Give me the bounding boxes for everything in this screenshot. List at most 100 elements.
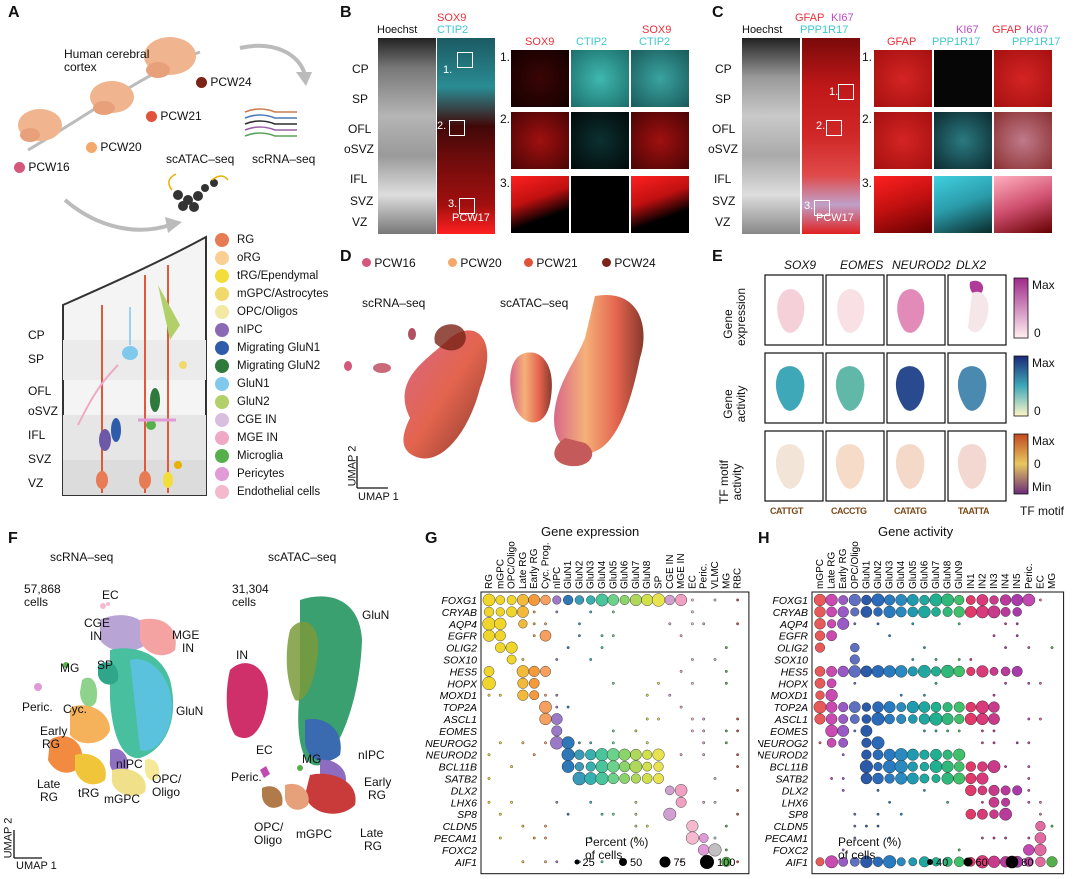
- h-gene-label: TOP2A: [774, 702, 808, 714]
- h-dot: [1011, 594, 1024, 606]
- h-dot: [987, 605, 1001, 619]
- h-col-label: IN4: [1001, 573, 1012, 589]
- g-dot: [532, 836, 536, 840]
- h-dot: [825, 689, 838, 702]
- atac-label-early: Early: [364, 775, 392, 789]
- h-dot: [814, 618, 826, 630]
- h-dot: [899, 693, 903, 697]
- rna-label-early-rg: RG: [42, 737, 60, 751]
- h-dot: [884, 594, 896, 606]
- h-dot: [848, 701, 861, 713]
- h-dot: [988, 701, 1000, 713]
- h-dot: [1027, 765, 1031, 769]
- h-dot: [876, 622, 880, 626]
- h-dot: [941, 760, 954, 773]
- g-dot: [516, 665, 530, 678]
- h-legend-dot: [1005, 855, 1019, 869]
- h-dot: [1000, 607, 1011, 617]
- g-dot: [574, 762, 584, 772]
- h-dot: [919, 594, 930, 606]
- panel-b: Hoechst SOX9 CTIP2 CP SP OFL oSVZ IFL SV…: [340, 0, 712, 245]
- zoom-3-ki67-ppp1r17: [934, 176, 992, 233]
- h-dot: [850, 642, 860, 653]
- g-dot: [702, 753, 706, 757]
- panel-label-e: E: [712, 248, 723, 265]
- h-col-label: MG: [1047, 573, 1058, 589]
- g-dot: [713, 800, 717, 804]
- g-dot: [544, 860, 547, 864]
- g-dot: [539, 712, 552, 726]
- umap-title-atac: scATAC–seq: [500, 296, 569, 310]
- ki67-label: KI67: [831, 12, 854, 24]
- g-dot: [619, 773, 630, 784]
- h-dot: [826, 630, 837, 642]
- h-dot: [1000, 785, 1011, 796]
- h-dot: [964, 712, 977, 726]
- h-dot: [1035, 820, 1046, 832]
- h-dot: [825, 713, 838, 725]
- atac-umap-cloud: [554, 438, 593, 467]
- layer-sp: SP: [715, 92, 732, 106]
- g-dot: [652, 748, 665, 761]
- h-dot: [1038, 681, 1042, 685]
- rna-umap-cloud: [373, 363, 391, 373]
- layer-vz: VZ: [715, 215, 731, 229]
- h-dot: [976, 605, 989, 619]
- h-dot: [965, 701, 977, 713]
- g-dot: [642, 761, 653, 772]
- h-dot: [1004, 622, 1008, 626]
- g-dot: [698, 844, 710, 856]
- g-dot: [532, 753, 536, 757]
- h-dot: [883, 605, 896, 619]
- umap-axis-x: UMAP 1: [358, 491, 399, 503]
- rna-label-nipc: nIPC: [116, 757, 143, 771]
- g-legend-title: Percent (%): [585, 835, 649, 849]
- h-legend-dot: [927, 859, 933, 865]
- h-gene-label: SATB2: [776, 774, 809, 786]
- gene-col-eomes: EOMES: [840, 258, 884, 272]
- g-gene-label: AQP4: [448, 619, 477, 631]
- h-dot: [1000, 666, 1011, 677]
- g-dot: [539, 700, 552, 714]
- g-dot: [634, 800, 638, 804]
- g-dot: [607, 772, 619, 785]
- h-dot: [976, 712, 989, 726]
- g-dot: [736, 598, 739, 602]
- g-dot: [517, 677, 529, 689]
- g-dot: [517, 689, 529, 701]
- h-dot: [987, 760, 1001, 773]
- g-dot: [589, 836, 593, 840]
- age-legend-pcw21: PCW21: [524, 256, 578, 270]
- h-dot: [1038, 800, 1042, 804]
- g-gene-label: SP8: [457, 809, 477, 821]
- h-dot: [896, 702, 907, 712]
- g-dot: [686, 820, 699, 833]
- g-dot: [607, 760, 620, 773]
- row-label-3: 3.: [862, 176, 873, 190]
- zoom-1-sox9: [511, 50, 569, 107]
- g-dot: [721, 856, 732, 867]
- f-rna-unit: cells: [24, 595, 49, 609]
- g-gene-label: ASCL1: [443, 714, 477, 726]
- h-legend-dot: [963, 857, 973, 867]
- g-dot: [483, 629, 495, 642]
- g-dot: [611, 610, 615, 614]
- g-dot: [708, 843, 722, 857]
- g-dot: [724, 681, 728, 685]
- g-dot: [528, 594, 541, 606]
- layer-svz: SVZ: [350, 194, 374, 208]
- h-dot: [860, 772, 873, 785]
- g-dot: [528, 678, 540, 689]
- rna-umap-cloud: [403, 330, 488, 459]
- g-col-label: mGPC: [495, 559, 506, 589]
- g-col-label: MG: [721, 573, 732, 589]
- g-dot: [641, 594, 654, 606]
- g-dot: [595, 748, 609, 762]
- zoom-2-ctip2: [571, 112, 629, 169]
- g-gene-label: SOX10: [443, 655, 477, 667]
- row-label-2: 2.: [862, 112, 873, 126]
- h-dot: [966, 666, 976, 676]
- g-dot: [645, 717, 649, 721]
- g-gene-label: BCL11B: [439, 762, 477, 774]
- hoechst-label: Hoechst: [377, 24, 418, 36]
